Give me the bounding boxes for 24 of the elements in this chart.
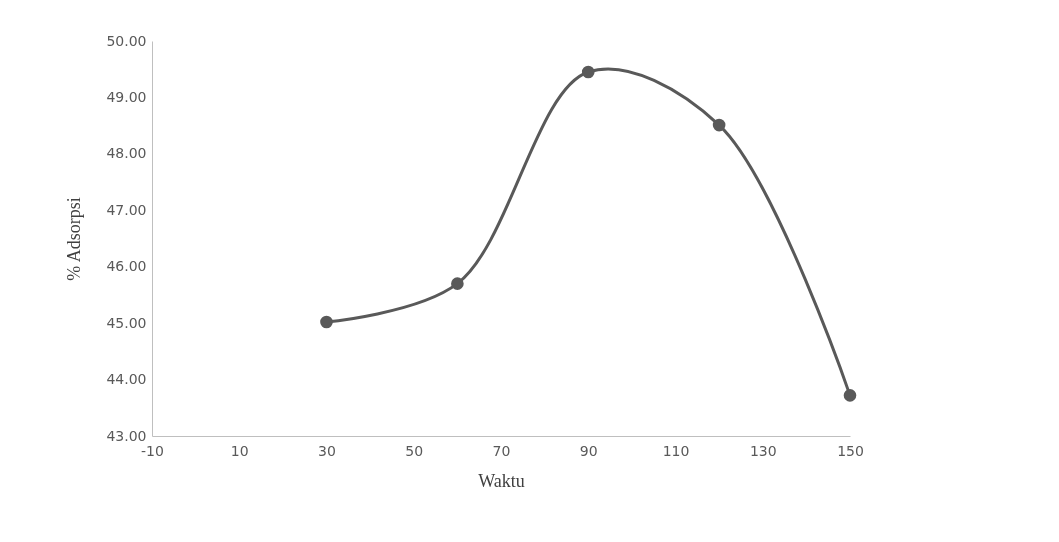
x-tick-label: -10 — [141, 442, 164, 459]
y-tick-label: 44.00 — [106, 371, 147, 388]
y-tick-label: 45.00 — [106, 314, 147, 331]
x-axis-title: Waktu — [478, 470, 525, 491]
y-axis-title: % Adsorpsi — [64, 197, 85, 281]
x-tick-label: 30 — [318, 442, 336, 459]
y-tick-label: 46.00 — [106, 258, 147, 275]
y-tick-label: 43.00 — [106, 427, 147, 444]
x-tick-label: 50 — [405, 442, 424, 459]
x-tick-label: 110 — [662, 442, 690, 459]
y-tick-label: 48.00 — [106, 145, 147, 162]
point — [451, 277, 464, 290]
x-tick-label: 150 — [837, 442, 864, 459]
y-tick-label: 50.00 — [106, 32, 147, 49]
y-tick-label: 47.00 — [106, 201, 147, 218]
x-tick-label: 10 — [230, 442, 249, 459]
point — [843, 389, 857, 402]
point — [581, 65, 595, 79]
x-tick-label: 130 — [749, 442, 777, 459]
y-tick-label: 49.00 — [106, 88, 147, 105]
point — [320, 315, 333, 329]
x-tick-label: 90 — [579, 442, 598, 459]
x-tick-label: 70 — [492, 442, 511, 459]
point — [712, 118, 726, 132]
